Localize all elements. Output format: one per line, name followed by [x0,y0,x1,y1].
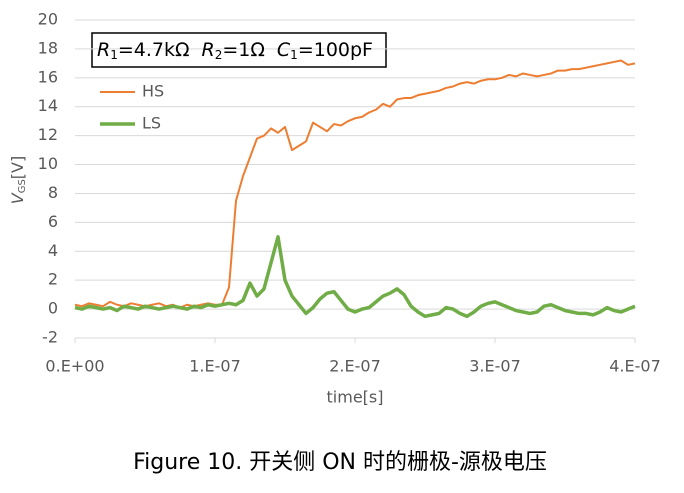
y-tick-label: 18 [38,38,58,57]
x-axis-label: time[s] [327,388,384,407]
y-label-subscript: GS [17,179,28,193]
annotation-symbol: C [277,39,291,61]
annotation-subscript: 1 [110,48,118,62]
annotation-box [91,32,387,68]
x-tick-label: 2.E-07 [329,357,381,376]
y-label-unit: [V] [8,156,27,179]
y-tick-label: 6 [48,212,58,231]
y-tick-label: 2 [48,270,58,289]
x-tick-label: 0.E+00 [45,357,104,376]
y-tick-label: 14 [38,96,58,115]
y-tick-label: 4 [48,241,58,260]
annotation: R1=4.7kΩ R2=1Ω C1=100pF [97,39,373,62]
y-label-symbol: V [8,192,27,204]
y-tick-label: 8 [48,183,58,202]
annotation-text: =1Ω [222,39,265,61]
y-tick-label: -2 [42,328,58,347]
annotation-text: =100pF [298,39,373,61]
annotation-text: =4.7kΩ [118,39,190,61]
y-tick-label: 12 [38,125,58,144]
annotation-symbol: R [97,39,110,61]
caption: Figure 10. 开关侧 ON 时的栅极-源极电压 [133,450,547,475]
y-tick-label: 0 [48,299,58,318]
y-tick-label: 16 [38,67,58,86]
series-line [74,235,636,319]
y-tick-label: 10 [38,154,58,173]
legend-label: HS [142,82,164,101]
annotation-subscript: 2 [215,48,223,62]
annotation-subscript: 1 [290,48,298,62]
x-tick-label: 1.E-07 [189,357,241,376]
y-tick-label: 20 [38,10,58,29]
annotation-symbol: R [202,39,215,61]
x-tick-label: 4.E-07 [609,357,661,376]
y-axis-label: VGS[V] [8,156,29,205]
legend-label: LS [142,114,161,133]
x-tick-label: 3.E-07 [469,357,521,376]
